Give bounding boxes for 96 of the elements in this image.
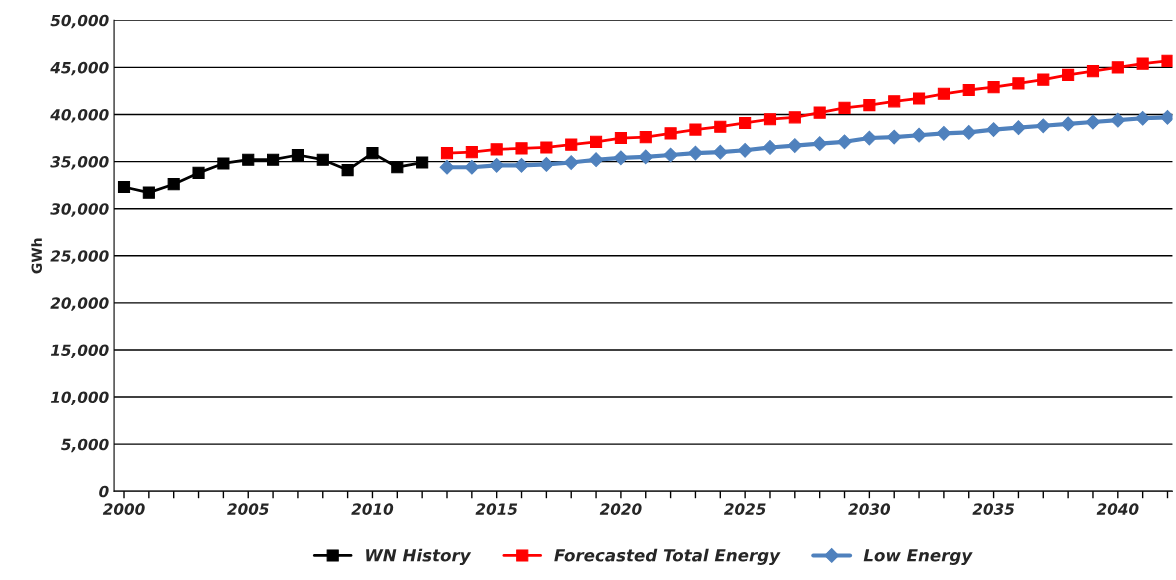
point <box>863 99 876 112</box>
point <box>838 101 851 114</box>
point <box>1161 54 1173 67</box>
point <box>986 122 1001 137</box>
point <box>1085 114 1101 130</box>
point <box>267 153 280 166</box>
y-tick-label: 35,000 <box>50 156 109 170</box>
point <box>837 134 852 150</box>
point <box>167 178 180 191</box>
legend-label: Forecasted Total Energy <box>554 548 781 565</box>
point <box>638 149 654 165</box>
point <box>1060 116 1076 132</box>
y-tick-label: 15,000 <box>50 344 109 358</box>
x-tick-label: 2005 <box>227 503 269 515</box>
x-tick-label: 2025 <box>724 503 766 515</box>
point <box>391 161 404 174</box>
point <box>490 143 503 156</box>
point <box>440 147 454 160</box>
legend-label: WN History <box>366 548 472 565</box>
point <box>1111 61 1124 74</box>
y-tick-label: 50,000 <box>50 14 109 29</box>
point <box>1012 77 1025 90</box>
point <box>1136 57 1149 70</box>
point <box>514 157 529 173</box>
point <box>689 123 702 136</box>
point <box>737 142 753 158</box>
x-tick-label: 2035 <box>972 503 1015 515</box>
y-tick-label: 45,000 <box>50 61 109 76</box>
point <box>588 152 604 168</box>
y-axis-title: GWh <box>31 238 43 274</box>
point <box>664 127 677 140</box>
point <box>316 153 329 166</box>
point <box>688 145 703 161</box>
point <box>489 157 505 173</box>
point <box>366 147 379 160</box>
point <box>242 153 255 166</box>
legend-label: Low Energy <box>863 549 973 565</box>
point <box>888 95 901 108</box>
point <box>464 159 480 175</box>
x-tick-label: 2040 <box>1096 503 1139 515</box>
y-tick-label: 30,000 <box>50 203 109 217</box>
y-tick-label: 40,000 <box>50 108 109 123</box>
point <box>1035 118 1051 134</box>
x-tick-label: 2015 <box>475 503 518 515</box>
y-tick-label: 10,000 <box>50 391 109 406</box>
point <box>613 150 629 166</box>
point <box>563 155 579 170</box>
point <box>911 127 927 143</box>
point <box>912 92 926 105</box>
y-tick-label: 0 <box>99 485 109 498</box>
y-tick-label: 20,000 <box>50 297 109 311</box>
point <box>712 144 728 160</box>
point <box>937 87 950 100</box>
point <box>739 116 752 130</box>
point <box>341 163 354 177</box>
point <box>1037 73 1050 86</box>
point <box>142 186 155 199</box>
x-tick-label: 2000 <box>102 503 145 515</box>
point <box>714 120 727 133</box>
point <box>861 130 877 146</box>
point <box>291 148 304 162</box>
y-tick-label: 5,000 <box>61 438 109 453</box>
point <box>762 140 778 155</box>
point <box>962 83 975 97</box>
point <box>886 129 902 145</box>
point <box>763 113 777 126</box>
point <box>987 81 1000 94</box>
point <box>565 138 578 151</box>
x-tick-label: 2030 <box>848 503 891 515</box>
point <box>639 131 652 144</box>
point <box>439 159 455 175</box>
point <box>1086 65 1100 78</box>
point <box>540 141 553 154</box>
point <box>192 166 205 179</box>
point <box>1135 110 1151 126</box>
point <box>465 146 478 159</box>
point <box>1062 68 1075 82</box>
point <box>589 135 603 148</box>
x-tick-label: 2020 <box>599 503 642 515</box>
point <box>1110 112 1126 128</box>
y-tick-label: 25,000 <box>50 250 109 264</box>
point <box>515 142 528 155</box>
point <box>538 157 554 172</box>
point <box>812 136 828 152</box>
point <box>1011 120 1026 136</box>
point <box>788 111 801 124</box>
point <box>961 124 977 140</box>
point <box>787 138 803 153</box>
point <box>217 157 230 170</box>
point <box>813 106 826 119</box>
point <box>416 156 429 169</box>
point <box>614 131 627 145</box>
point <box>663 147 678 163</box>
point <box>117 180 131 194</box>
x-tick-label: 2010 <box>351 503 394 515</box>
point <box>936 125 952 141</box>
